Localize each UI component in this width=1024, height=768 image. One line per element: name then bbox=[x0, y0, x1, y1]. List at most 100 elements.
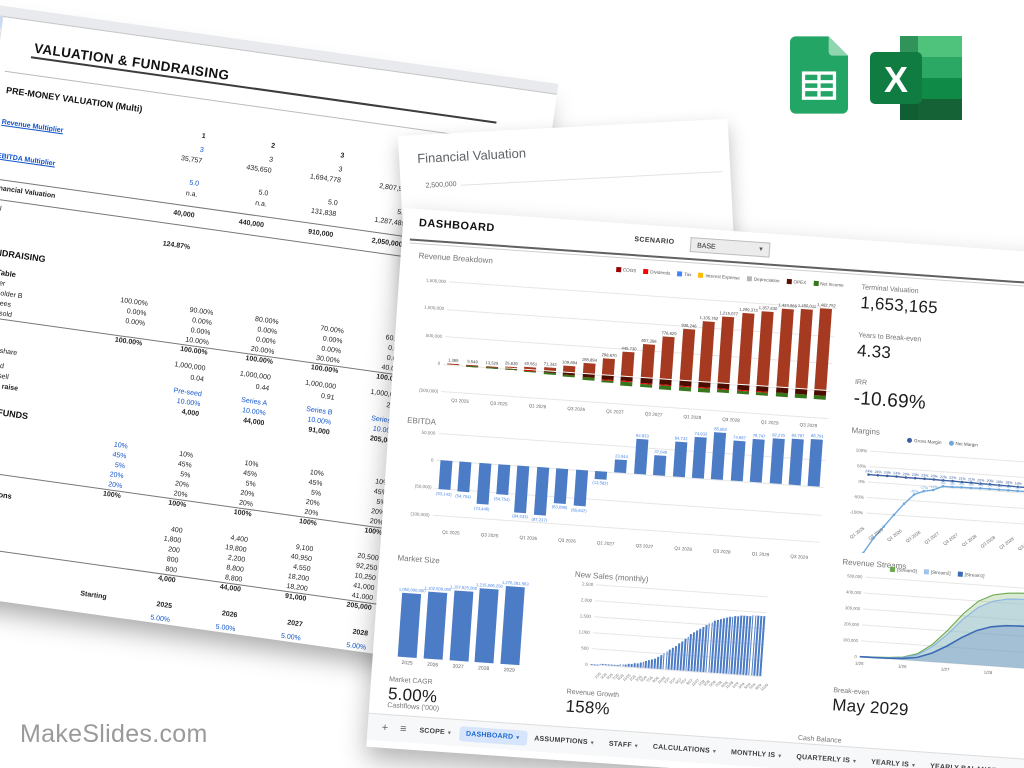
bar bbox=[814, 308, 833, 391]
section-heading: USE OF FUNDS bbox=[0, 402, 29, 422]
scenario-label: SCENARIO bbox=[634, 236, 675, 246]
legend-item: OPEX bbox=[786, 278, 807, 286]
svg-text:5%: 5% bbox=[1006, 485, 1012, 489]
bar bbox=[604, 664, 607, 666]
scenario-dropdown[interactable]: BASE ▼ bbox=[689, 237, 771, 258]
sheet-tab-assumptions[interactable]: ASSUMPTIONS ▼ bbox=[534, 734, 596, 747]
all-sheets-menu-icon[interactable]: ≡ bbox=[399, 723, 407, 736]
axis-tick-label: Q3 2029 bbox=[799, 422, 818, 429]
svg-text:1/25: 1/25 bbox=[855, 661, 864, 667]
sheet-tab-staff[interactable]: STAFF ▼ bbox=[608, 740, 640, 750]
axis-gridline bbox=[447, 308, 835, 337]
legend-item: Net Income bbox=[813, 280, 844, 288]
axis-tick-label: 2027 bbox=[452, 663, 464, 671]
svg-text:Q3 2027: Q3 2027 bbox=[942, 532, 959, 546]
chevron-down-icon: ▼ bbox=[851, 758, 858, 765]
legend-label: OPEX bbox=[793, 279, 807, 286]
margins-chart: 100% 50% 0% -50% -100% 24% 24% 24% 24% 23% 23% 23% 2… bbox=[839, 433, 1024, 565]
chevron-down-icon: ▼ bbox=[910, 762, 917, 768]
bar bbox=[614, 459, 628, 474]
axis-tick-label: Q3 2028 bbox=[712, 548, 731, 555]
legend-swatch bbox=[698, 272, 704, 279]
axis-tick-label: 1,500,000 bbox=[425, 277, 447, 284]
axis-tick-label: Q3 2027 bbox=[644, 411, 663, 418]
legend-swatch bbox=[948, 440, 954, 446]
axis-tick-label: Q3 2029 bbox=[790, 553, 809, 561]
svg-text:100,000: 100,000 bbox=[843, 637, 859, 643]
bar bbox=[807, 438, 824, 488]
sheet-tab-dashboard[interactable]: DASHBOARD ▼ bbox=[458, 725, 528, 746]
svg-text:4%: 4% bbox=[959, 482, 965, 486]
legend-item: Tax bbox=[677, 271, 692, 278]
svg-text:23%: 23% bbox=[902, 472, 910, 477]
bar bbox=[613, 664, 616, 666]
bar bbox=[679, 328, 695, 381]
svg-text:-30%: -30% bbox=[910, 489, 919, 494]
svg-text:100%: 100% bbox=[856, 448, 868, 454]
bar bbox=[582, 362, 596, 375]
sheet-tab-yearly-is[interactable]: YEARLY IS ▼ bbox=[870, 758, 917, 768]
sheet-tab-scope[interactable]: SCOPE ▼ bbox=[419, 726, 453, 737]
revenue-breakdown-chart: 1,500,000 1,000,000 500,000 0 (500,000) COGS D… bbox=[406, 253, 846, 441]
svg-text:X: X bbox=[884, 59, 908, 100]
chevron-down-icon: ▼ bbox=[446, 729, 453, 737]
legend-swatch bbox=[906, 437, 913, 443]
dashboard-sheet: DASHBOARD SCENARIO BASE ▼ Revenue Breakd… bbox=[366, 208, 1024, 768]
svg-text:21%: 21% bbox=[958, 477, 966, 482]
bar bbox=[593, 663, 596, 665]
chevron-down-icon: ▼ bbox=[589, 739, 596, 747]
sheet-tab-quarterly-is[interactable]: QUARTERLY IS ▼ bbox=[796, 753, 858, 765]
bar-segment bbox=[601, 379, 614, 384]
svg-text:Q3 2026: Q3 2026 bbox=[905, 529, 922, 543]
bar bbox=[496, 464, 511, 496]
bar bbox=[775, 308, 794, 388]
axis-tick-label: Q1 2025 bbox=[451, 397, 470, 404]
add-sheet-icon[interactable]: + bbox=[381, 721, 389, 735]
cell-value: 2 bbox=[270, 142, 276, 151]
axis-tick-label: 2,500 bbox=[581, 580, 594, 587]
axis-tick-label: 1,500 bbox=[579, 612, 592, 619]
bar bbox=[397, 593, 422, 658]
sheet-tab-calculations[interactable]: CALCULATIONS ▼ bbox=[652, 743, 718, 755]
legend-label: Interest Expense bbox=[705, 273, 741, 281]
bar bbox=[616, 664, 619, 667]
sheet-tab-bar: + ≡ SCOPE ▼ DASHBOARD ▼ ASSUMPTIONS ▼ STAFF ▼ CA… bbox=[366, 712, 1024, 768]
bar-segment bbox=[813, 395, 827, 400]
axis-tick-label: 2025 bbox=[401, 659, 413, 667]
chevron-down-icon: ▼ bbox=[777, 752, 783, 760]
row-label: Seed round bbox=[0, 358, 5, 371]
axis-tick-label: 2028 bbox=[477, 665, 490, 673]
bar-segment bbox=[562, 374, 575, 378]
legend-label: Tax bbox=[684, 271, 692, 278]
value-label: (65,647) bbox=[570, 507, 587, 514]
legend-label: Dividends bbox=[650, 269, 671, 276]
axis-tick-label: Q1 2029 bbox=[751, 551, 770, 558]
legend-label: COGS bbox=[622, 267, 637, 274]
sheet-tab-monthly-is[interactable]: MONTHLY IS ▼ bbox=[730, 748, 783, 760]
cell-value: 1 bbox=[201, 132, 207, 141]
axis-tick-label: 1,000,000 bbox=[423, 304, 445, 312]
legend-item: Depreciation bbox=[746, 276, 780, 283]
bar bbox=[553, 468, 569, 504]
bar bbox=[788, 438, 804, 486]
axis-tick-label: Q1 2028 bbox=[683, 414, 702, 421]
legend-swatch bbox=[615, 266, 621, 273]
sheet-tab-yearly-balance[interactable]: YEARLY BALANCE▼ bbox=[923, 758, 1012, 768]
bar bbox=[514, 465, 530, 513]
kpi-irr-value: -10.69% bbox=[853, 387, 927, 414]
axis-tick-label: Q1 2027 bbox=[605, 408, 624, 415]
bar bbox=[573, 469, 588, 507]
bar bbox=[621, 351, 635, 377]
bar-segment bbox=[504, 368, 517, 370]
svg-text:Q3 2028: Q3 2028 bbox=[980, 535, 997, 549]
svg-text:24%: 24% bbox=[874, 470, 882, 475]
bar bbox=[672, 441, 687, 478]
bar bbox=[602, 664, 604, 666]
bar bbox=[711, 432, 727, 481]
bar bbox=[500, 586, 525, 666]
legend-swatch bbox=[786, 278, 792, 285]
svg-text:Q1 2028: Q1 2028 bbox=[961, 533, 978, 547]
sheet-tab-cashflow[interactable]: CASHFLOW▼ bbox=[1010, 764, 1024, 768]
bar-segment bbox=[717, 389, 730, 394]
svg-text:21%: 21% bbox=[968, 477, 976, 482]
